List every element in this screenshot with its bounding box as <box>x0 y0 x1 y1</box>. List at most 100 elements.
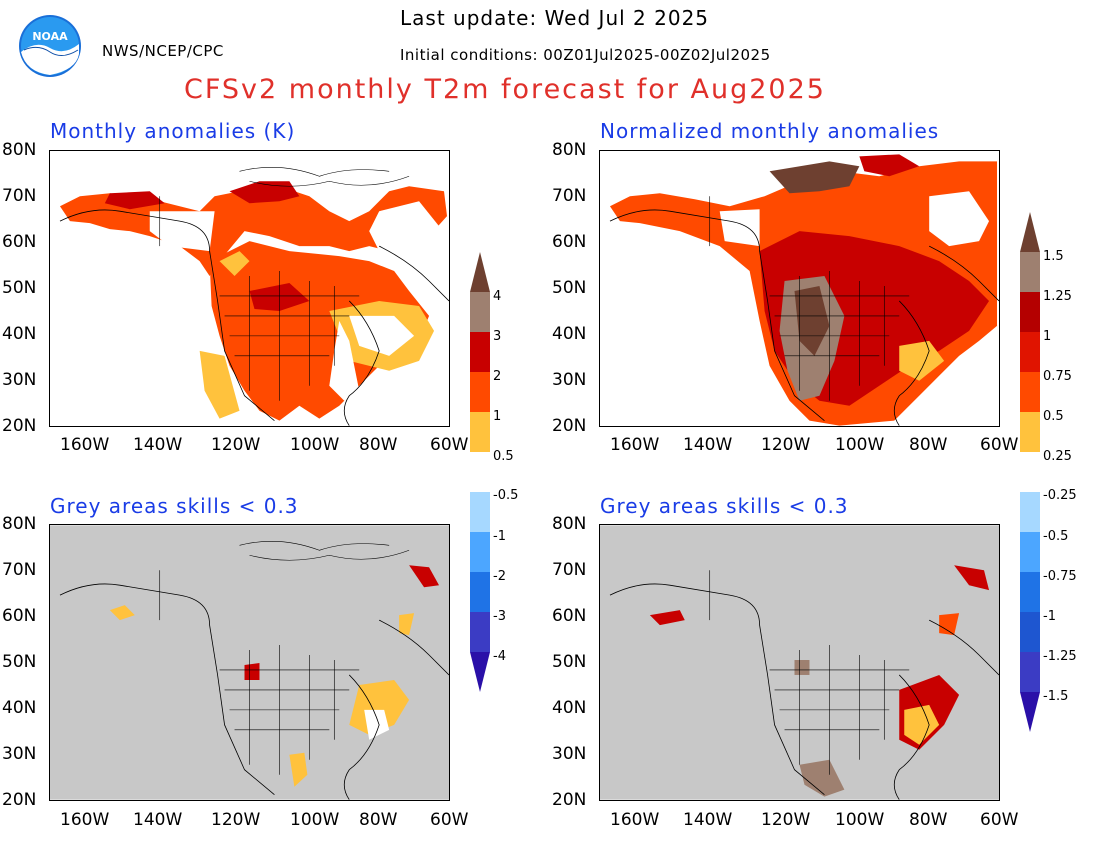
lat-label: 50N <box>552 652 587 672</box>
lat-label: 30N <box>2 370 37 390</box>
lat-label: 30N <box>2 744 37 764</box>
agency-text: NWS/NCEP/CPC <box>102 42 224 60</box>
lat-label: 80N <box>552 140 587 160</box>
lon-label: 60W <box>430 810 469 830</box>
lon-label: 100W <box>290 435 340 455</box>
lat-label: 20N <box>552 416 587 436</box>
colorbar-left-label: 1 <box>493 409 502 424</box>
colorbar-left-label: -4 <box>493 649 506 664</box>
colorbar-left-top-arrow <box>470 252 490 292</box>
noaa-logo: NOAA <box>18 14 82 78</box>
colorbar-right-swatch <box>1020 452 1040 492</box>
lon-label: 80W <box>359 435 398 455</box>
lon-label: 140W <box>683 435 733 455</box>
colorbar-right-label: 0.5 <box>1043 409 1064 424</box>
lat-label: 60N <box>552 232 587 252</box>
lat-label: 80N <box>552 514 587 534</box>
colorbar-left-label: 3 <box>493 329 502 344</box>
map-top-right <box>599 150 1000 427</box>
colorbar-right-bottom-arrow <box>1020 692 1040 732</box>
lon-label: 160W <box>60 435 110 455</box>
colorbar-right-label: -1 <box>1043 609 1056 624</box>
colorbar-left-bottom-arrow <box>470 652 490 692</box>
lat-label: 20N <box>2 416 37 436</box>
colorbar-right-swatch <box>1020 612 1040 652</box>
main-title: CFSv2 monthly T2m forecast for Aug2025 <box>184 74 826 105</box>
lon-label: 80W <box>909 810 948 830</box>
lat-label: 70N <box>552 186 587 206</box>
lon-label: 120W <box>761 810 811 830</box>
lon-label: 100W <box>835 810 885 830</box>
colorbar-left-swatch <box>470 612 490 652</box>
colorbar-left-swatch <box>470 292 490 332</box>
colorbar-right-swatch <box>1020 652 1040 692</box>
lat-label: 60N <box>2 232 37 252</box>
colorbar-left-label: 4 <box>493 289 502 304</box>
colorbar-right-swatch <box>1020 412 1040 452</box>
map-bottom-right <box>599 524 1000 801</box>
colorbar-right-label: -1.5 <box>1043 689 1069 704</box>
panel-title-bottom-left: Grey areas skills < 0.3 <box>50 494 299 518</box>
lon-label: 80W <box>909 435 948 455</box>
initial-conditions-text: Initial conditions: 00Z01Jul2025-00Z02Ju… <box>400 46 771 64</box>
lat-label: 40N <box>552 698 587 718</box>
colorbar-left-swatch <box>470 492 490 532</box>
lat-label: 30N <box>552 744 587 764</box>
lon-label: 100W <box>835 435 885 455</box>
colorbar-right-swatch <box>1020 572 1040 612</box>
lon-label: 160W <box>610 810 660 830</box>
colorbar-right-label: 0.25 <box>1043 449 1072 464</box>
map-bottom-left <box>49 524 450 801</box>
colorbar-right-swatch <box>1020 252 1040 292</box>
colorbar-right-label: -0.25 <box>1043 488 1077 503</box>
map-top-left <box>49 150 450 427</box>
lat-label: 20N <box>2 790 37 810</box>
colorbar-left-swatch <box>470 452 490 492</box>
colorbar-left <box>470 252 490 698</box>
colorbar-right-label: -0.5 <box>1043 529 1069 544</box>
lon-label: 160W <box>60 810 110 830</box>
colorbar-right-label: -1.25 <box>1043 649 1077 664</box>
lat-label: 40N <box>552 324 587 344</box>
lat-label: 80N <box>2 140 37 160</box>
lat-label: 40N <box>2 324 37 344</box>
lon-label: 140W <box>133 435 183 455</box>
panel-title-bottom-right: Grey areas skills < 0.3 <box>600 494 849 518</box>
colorbar-right-swatch <box>1020 292 1040 332</box>
lon-label: 140W <box>683 810 733 830</box>
colorbar-right-swatch <box>1020 332 1040 372</box>
colorbar-left-swatch <box>470 332 490 372</box>
lon-label: 160W <box>610 435 660 455</box>
colorbar-left-swatch <box>470 372 490 412</box>
lon-label: 120W <box>761 435 811 455</box>
colorbar-right-label: 1.25 <box>1043 289 1072 304</box>
lon-label: 140W <box>133 810 183 830</box>
lat-label: 50N <box>2 652 37 672</box>
lat-label: 80N <box>2 514 37 534</box>
lat-label: 70N <box>2 560 37 580</box>
lat-label: 40N <box>2 698 37 718</box>
lon-label: 100W <box>290 810 340 830</box>
colorbar-left-label: -2 <box>493 569 506 584</box>
colorbar-left-swatch <box>470 412 490 452</box>
colorbar-left-swatch <box>470 572 490 612</box>
colorbar-left-label: -1 <box>493 529 506 544</box>
lat-label: 20N <box>552 790 587 810</box>
colorbar-right-label: 0.75 <box>1043 369 1072 384</box>
colorbar-right-top-arrow <box>1020 212 1040 252</box>
lon-label: 120W <box>211 435 261 455</box>
colorbar-right-swatch <box>1020 532 1040 572</box>
lat-label: 50N <box>552 278 587 298</box>
last-update-text: Last update: Wed Jul 2 2025 <box>400 6 710 30</box>
lon-label: 60W <box>980 810 1019 830</box>
colorbar-right-swatch <box>1020 492 1040 532</box>
colorbar-left-label: 0.5 <box>493 449 514 464</box>
lat-label: 50N <box>2 278 37 298</box>
colorbar-right-label: 1.5 <box>1043 249 1064 264</box>
lat-label: 70N <box>2 186 37 206</box>
panel-title-top-right: Normalized monthly anomalies <box>600 119 940 143</box>
panel-title-top-left: Monthly anomalies (K) <box>50 119 296 143</box>
colorbar-right <box>1020 212 1040 738</box>
colorbar-left-swatch <box>470 532 490 572</box>
colorbar-left-label: -3 <box>493 609 506 624</box>
